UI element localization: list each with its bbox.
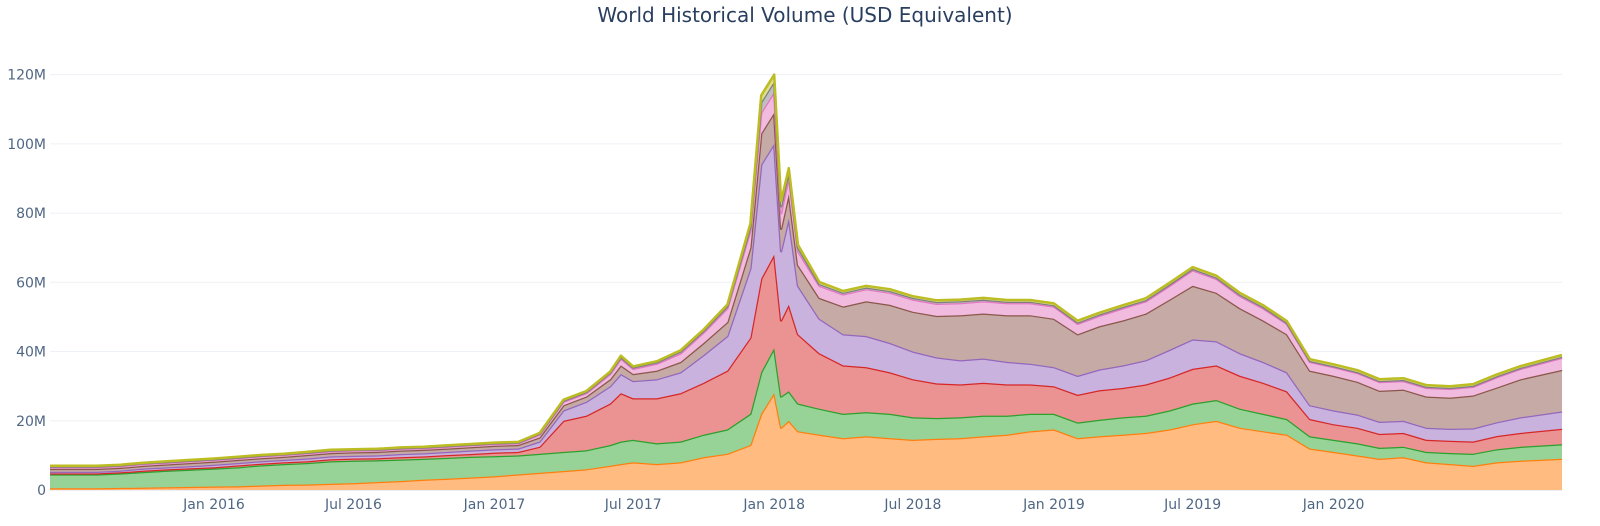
x-tick-label: Jan 2016: [182, 497, 245, 513]
y-tick-label: 120M: [7, 68, 46, 84]
y-tick-label: 80M: [16, 206, 46, 222]
series-area-2: [50, 348, 1562, 489]
series-area-1: [50, 393, 1562, 490]
series-area-5: [50, 112, 1562, 472]
x-tick-label: Jul 2019: [1163, 497, 1221, 513]
series-area-4: [50, 143, 1562, 474]
y-axis: 0 20M 40M 60M 80M 100M 120M: [7, 68, 46, 499]
series-line-8: [50, 73, 1563, 468]
stacked-areas: [50, 73, 1563, 490]
x-tick-label: Jan 2018: [742, 497, 805, 513]
y-tick-label: 0: [37, 483, 46, 499]
x-tick-label: Jul 2016: [324, 497, 382, 513]
y-tick-label: 100M: [7, 137, 46, 153]
x-tick-label: Jan 2020: [1302, 497, 1365, 513]
chart-title: World Historical Volume (USD Equivalent): [597, 3, 1012, 27]
y-tick-label: 60M: [16, 275, 46, 291]
x-axis: Jan 2016 Jul 2016 Jan 2017 Jul 2017 Jan 2018…: [182, 497, 1364, 513]
y-tick-label: 40M: [16, 345, 46, 361]
series-area-3: [50, 254, 1562, 475]
y-tick-label: 20M: [16, 414, 46, 430]
x-tick-label: Jul 2018: [883, 497, 941, 513]
x-tick-label: Jan 2019: [1022, 497, 1085, 513]
x-tick-label: Jul 2017: [604, 497, 662, 513]
x-tick-label: Jan 2017: [463, 497, 526, 513]
